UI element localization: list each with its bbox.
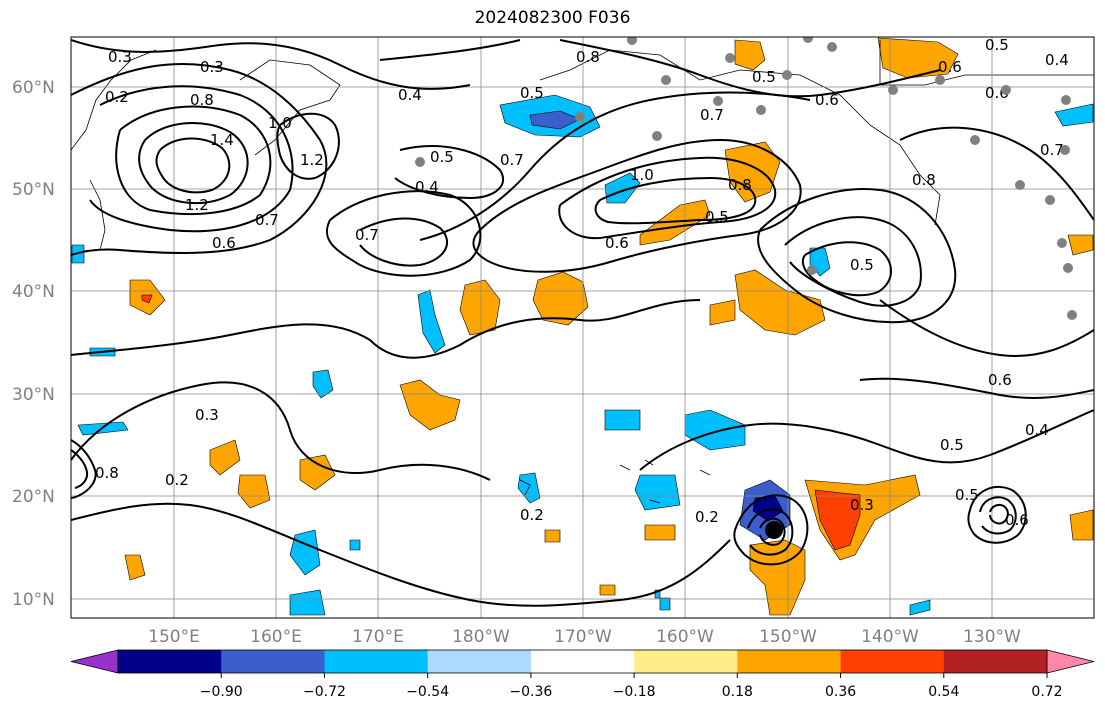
contour-label-group: 0.3 0.2 0.3 0.8 1.0 1.4 1.2 1.2 0.7 0.6 …	[95, 36, 1069, 529]
lon-label: 170°W	[554, 627, 612, 647]
lon-label: 160°E	[250, 627, 302, 647]
lat-label: 40°N	[12, 282, 55, 302]
contour-label: 0.5	[705, 208, 729, 226]
colorbar-tick-label: −0.90	[200, 684, 243, 700]
colorbar-tick-label: 0.72	[1031, 684, 1062, 700]
map-frame	[70, 36, 1095, 619]
colorbar-segment	[530, 650, 635, 673]
colorbar-segment	[634, 650, 738, 673]
contour-label: 0.2	[695, 508, 719, 526]
contour-label: 0.4	[415, 178, 439, 196]
contour-label: 1.2	[300, 151, 324, 169]
contour-label: 0.6	[1005, 511, 1029, 529]
contour-label: 0.4	[1045, 51, 1069, 69]
lat-label: 10°N	[12, 590, 55, 610]
contour-label: 1.0	[630, 166, 654, 184]
contour-label: 0.3	[200, 58, 224, 76]
lon-label: 140°W	[861, 627, 919, 647]
colorbar-tick-label: −0.18	[613, 684, 656, 700]
lat-label: 20°N	[12, 487, 55, 507]
contour-label: 0.3	[108, 48, 132, 66]
colorbar-tick-label: −0.54	[406, 684, 449, 700]
contour-label: 0.7	[355, 226, 379, 244]
contour-label: 0.7	[1040, 141, 1064, 159]
contour-label: 0.6	[815, 91, 839, 109]
lon-label: 180°W	[452, 627, 510, 647]
contour-label: 0.8	[190, 91, 214, 109]
contour-label: 0.4	[398, 86, 422, 104]
colorbar-segment	[221, 650, 325, 673]
contour-label: 0.3	[850, 496, 874, 514]
colorbar: −0.90 −0.72 −0.54 −0.36 −0.18 0.18 0.36 0.54 0.7…	[70, 649, 1095, 700]
contour-label: 1.2	[185, 196, 209, 214]
contour-label: 0.2	[165, 471, 189, 489]
contour-label: 0.5	[955, 486, 979, 504]
colorbar-tick-label: −0.36	[509, 684, 552, 700]
colorbar-segment	[840, 650, 945, 673]
contour-label: 0.4	[1025, 421, 1049, 439]
contour-label: 0.3	[195, 406, 219, 424]
contour-label: 0.6	[938, 58, 962, 76]
colorbar-segment	[427, 650, 532, 673]
contour-label: 0.8	[95, 464, 119, 482]
contour-label: 0.7	[255, 211, 279, 229]
contour-label: 0.6	[988, 371, 1012, 389]
contour-label: 0.8	[912, 171, 936, 189]
contour-label: 0.5	[430, 148, 454, 166]
figure-title: 2024082300 F036	[474, 8, 631, 28]
contour-label: 0.7	[500, 151, 524, 169]
lon-label: 170°E	[352, 627, 404, 647]
contour-label: 0.2	[105, 88, 129, 106]
colorbar-segment	[118, 650, 222, 673]
lat-label: 60°N	[12, 78, 55, 98]
longitude-labels: 150°E 160°E 170°E 180°W 170°W 160°W 150°…	[148, 627, 1021, 647]
colorbar-segment	[737, 650, 842, 673]
contour-label: 0.8	[728, 176, 752, 194]
contour-label: 0.5	[520, 84, 544, 102]
contour-label: 0.8	[576, 48, 600, 66]
lon-label: 150°E	[148, 627, 200, 647]
contour-label: 0.5	[752, 68, 776, 86]
contour-label: 1.0	[268, 114, 292, 132]
contour-label: 0.5	[940, 436, 964, 454]
colorbar-arrow-left	[70, 649, 119, 674]
contour-label: 0.5	[850, 256, 874, 274]
lat-label: 50°N	[12, 180, 55, 200]
station-markers	[415, 37, 1077, 320]
cyclone-center-marker	[765, 521, 783, 539]
colorbar-segment	[943, 650, 1048, 673]
colorbar-tick-label: 0.54	[928, 684, 959, 700]
colorbar-tick-label: 0.36	[825, 684, 856, 700]
contour-label: 0.7	[700, 106, 724, 124]
contour-label: 0.5	[985, 36, 1009, 54]
contour-lines	[71, 39, 1094, 607]
colorbar-tick-label: 0.18	[722, 684, 753, 700]
colorbar-segment	[324, 650, 429, 673]
colorbar-tick-label: −0.72	[303, 684, 346, 700]
lon-label: 150°W	[759, 627, 817, 647]
contour-label: 0.6	[212, 234, 236, 252]
colorbar-arrow-right	[1046, 649, 1095, 674]
contour-label: 0.6	[605, 234, 629, 252]
latitude-labels: 60°N 50°N 40°N 30°N 20°N 10°N	[12, 78, 55, 610]
lat-label: 30°N	[12, 385, 55, 405]
colorbar-frame	[117, 649, 1048, 674]
contour-label: 1.4	[210, 131, 234, 149]
contour-label: 0.2	[520, 506, 544, 524]
lon-label: 160°W	[656, 627, 714, 647]
lon-label: 130°W	[963, 627, 1021, 647]
